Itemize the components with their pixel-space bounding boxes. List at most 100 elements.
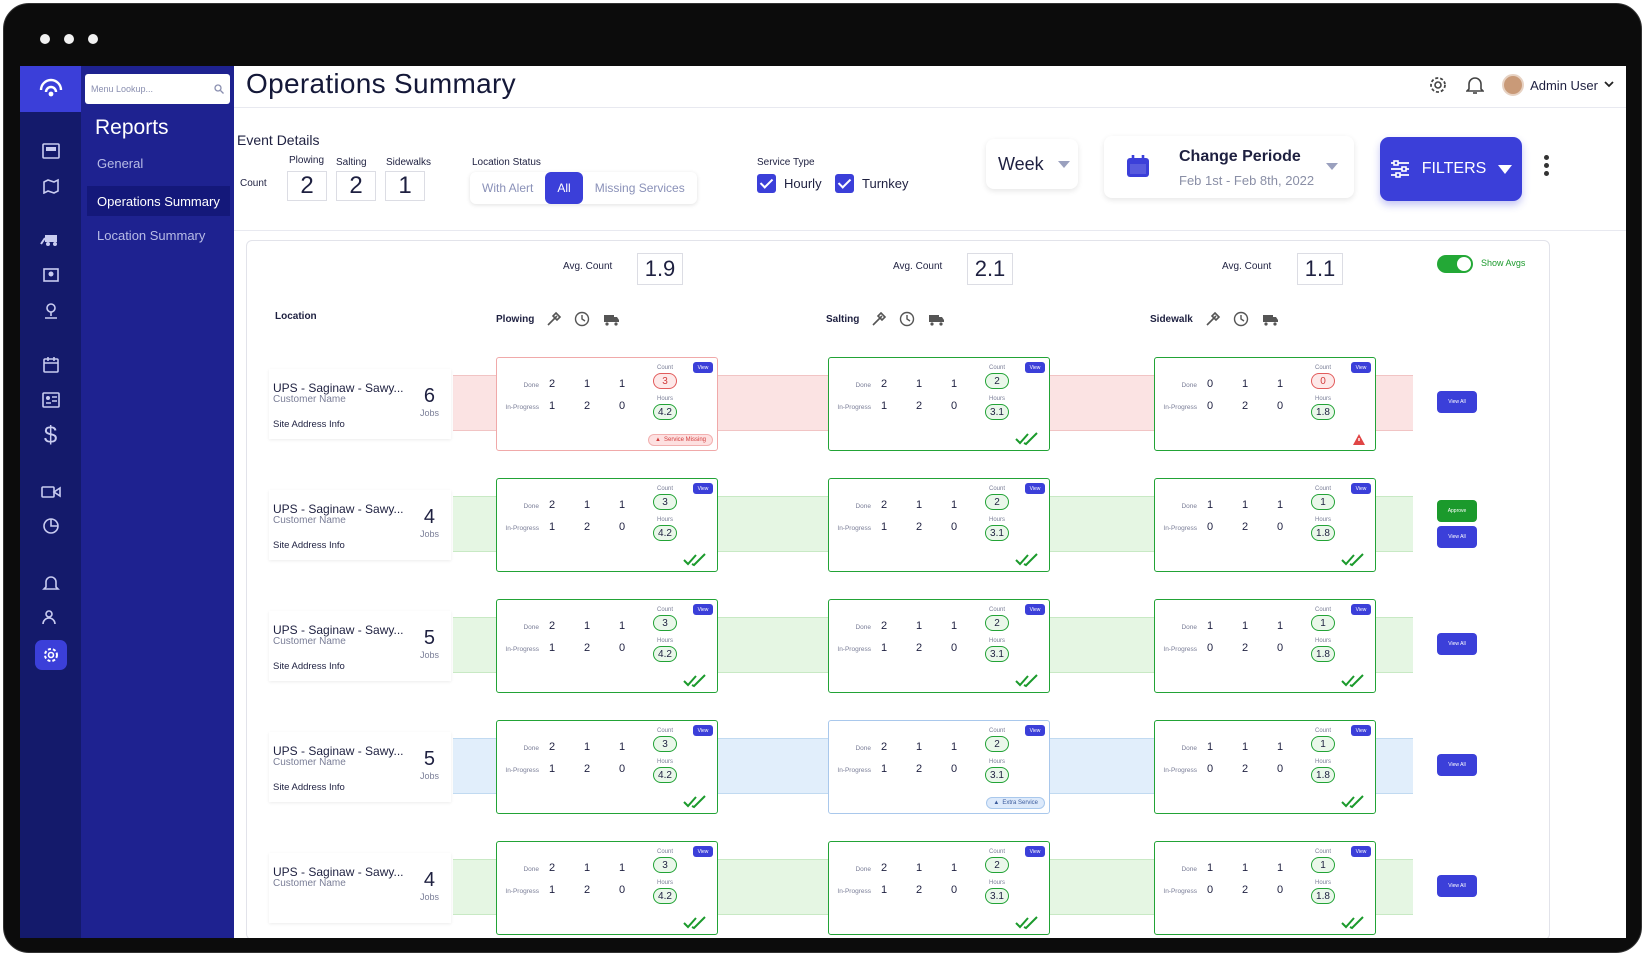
- in-progress-label: In-Progress: [1163, 404, 1197, 411]
- in-progress-value: 1: [549, 763, 556, 775]
- view-button[interactable]: View: [1025, 725, 1045, 736]
- double-check-icon: [1015, 432, 1038, 446]
- service-card[interactable]: View Done In-Progress 2 1 1 1 2 0 Count 3 Ho…: [496, 720, 718, 814]
- show-avgs-toggle[interactable]: [1437, 255, 1473, 273]
- service-card[interactable]: View Done In-Progress 0 1 1 0 2 0 Count 0 Ho…: [1154, 357, 1376, 451]
- turnkey-checkbox[interactable]: Turnkey: [835, 174, 908, 193]
- service-card[interactable]: View Done In-Progress 2 1 1 1 2 0 Count 2 Ho…: [828, 841, 1050, 935]
- customer-name: Customer Name: [273, 636, 346, 647]
- service-card[interactable]: View Done In-Progress 1 1 1 0 2 0 Count 1 Ho…: [1154, 720, 1376, 814]
- location-cell[interactable]: UPS - Saginaw - Sawy... Customer Name Si…: [269, 732, 451, 802]
- approve-button[interactable]: Approve: [1437, 500, 1477, 522]
- in-progress-value: 0: [1207, 400, 1214, 412]
- truck-icon: [604, 315, 620, 326]
- menu-item-location-summary[interactable]: Location Summary: [97, 227, 206, 243]
- view-button[interactable]: View: [1025, 846, 1045, 857]
- view-all-button[interactable]: View All: [1437, 526, 1477, 548]
- count-label: Count: [240, 178, 267, 189]
- bell-icon[interactable]: [20, 568, 81, 598]
- service-card[interactable]: View Done In-Progress 2 1 1 1 2 0 Count 3 Ho…: [496, 599, 718, 693]
- service-card[interactable]: View Done In-Progress 1 1 1 0 2 0 Count 1 Ho…: [1154, 478, 1376, 572]
- view-button[interactable]: View: [1025, 604, 1045, 615]
- change-period-picker[interactable]: Change Periode Feb 1st - Feb 8th, 2022: [1104, 136, 1354, 198]
- video-icon[interactable]: [20, 477, 81, 507]
- in-progress-value: 1: [881, 400, 888, 412]
- gear-icon[interactable]: [1428, 75, 1448, 95]
- service-card[interactable]: View Done In-Progress 2 1 1 1 2 0 Count 3 Ho…: [496, 478, 718, 572]
- view-button[interactable]: View: [1351, 846, 1371, 857]
- view-button[interactable]: View: [1351, 483, 1371, 494]
- view-button[interactable]: View: [1025, 483, 1045, 494]
- user-menu[interactable]: Admin User: [1502, 74, 1614, 96]
- service-card[interactable]: View Done In-Progress 2 1 1 1 2 0 Count 2 Ho…: [828, 478, 1050, 572]
- view-button[interactable]: View: [693, 846, 713, 857]
- view-all-button[interactable]: View All: [1437, 391, 1477, 413]
- notification-bell-icon[interactable]: [1466, 75, 1485, 95]
- week-dropdown[interactable]: Week: [986, 139, 1078, 189]
- map-icon[interactable]: [20, 171, 81, 201]
- in-progress-label: In-Progress: [505, 646, 539, 653]
- view-button[interactable]: View: [1351, 362, 1371, 373]
- plowing-header: Plowing: [496, 311, 620, 327]
- menu-item-general[interactable]: General: [97, 155, 144, 171]
- more-options-icon[interactable]: [1544, 155, 1549, 176]
- in-progress-label: In-Progress: [1163, 767, 1197, 774]
- in-progress-value: 2: [1242, 521, 1249, 533]
- service-card[interactable]: View Done In-Progress 2 1 1 1 2 0 Count 2 Ho…: [828, 357, 1050, 451]
- hourly-checkbox[interactable]: Hourly: [757, 174, 822, 193]
- location-cell[interactable]: UPS - Saginaw - Sawy... Customer Name Si…: [269, 369, 451, 439]
- service-card[interactable]: View Done In-Progress 1 1 1 0 2 0 Count 1 Ho…: [1154, 841, 1376, 935]
- view-button[interactable]: View: [1025, 362, 1045, 373]
- filters-button[interactable]: FILTERS: [1380, 137, 1522, 201]
- view-all-button[interactable]: View All: [1437, 754, 1477, 776]
- service-card[interactable]: View Done In-Progress 1 1 1 0 2 0 Count 1 Ho…: [1154, 599, 1376, 693]
- count-label: Count: [1314, 849, 1331, 855]
- view-button[interactable]: View: [1351, 604, 1371, 615]
- view-button[interactable]: View: [1351, 725, 1371, 736]
- pie-chart-icon[interactable]: [20, 511, 81, 541]
- avg-count-label-sidewalk: Avg. Count: [1222, 261, 1272, 272]
- view-button[interactable]: View: [693, 604, 713, 615]
- location-cell[interactable]: UPS - Saginaw - Sawy... Customer Name Si…: [269, 490, 451, 560]
- plow-truck-icon[interactable]: [20, 224, 81, 254]
- location-header: Location: [275, 311, 317, 322]
- count-label: Count: [988, 728, 1005, 734]
- menu-lookup-input[interactable]: Menu Lookup...: [85, 74, 230, 104]
- view-button[interactable]: View: [693, 725, 713, 736]
- view-all-button[interactable]: View All: [1437, 875, 1477, 897]
- clock-icon: [1233, 311, 1249, 327]
- count-label: Count: [656, 486, 673, 492]
- in-progress-value: 2: [584, 642, 591, 654]
- location-map-icon[interactable]: [20, 260, 81, 290]
- dollar-icon[interactable]: $: [43, 422, 58, 449]
- settings-rail-icon[interactable]: [20, 640, 81, 670]
- users-icon[interactable]: [20, 602, 81, 632]
- contact-card-icon[interactable]: [20, 385, 81, 415]
- location-cell[interactable]: UPS - Saginaw - Sawy... Customer Name Si…: [269, 611, 451, 681]
- status-with-alert[interactable]: With Alert: [482, 181, 534, 195]
- view-button[interactable]: View: [693, 483, 713, 494]
- in-progress-value: 2: [584, 521, 591, 533]
- user-name: Admin User: [1530, 77, 1598, 93]
- double-check-icon: [683, 795, 706, 809]
- view-all-button[interactable]: View All: [1437, 633, 1477, 655]
- service-card[interactable]: View Done In-Progress 2 1 1 1 2 0 Count 2 Ho…: [828, 599, 1050, 693]
- double-check-icon: [1015, 916, 1038, 930]
- plowing-count-label: Plowing: [289, 155, 325, 166]
- app-logo-icon[interactable]: [20, 66, 81, 112]
- menu-item-operations-summary[interactable]: Operations Summary: [87, 186, 230, 216]
- dashboard-icon[interactable]: [20, 136, 81, 166]
- service-card[interactable]: View Done In-Progress 2 1 1 1 2 0 Count 2 Ho…: [828, 720, 1050, 814]
- status-missing-services[interactable]: Missing Services: [594, 181, 685, 195]
- done-value: 1: [1277, 862, 1284, 874]
- service-card[interactable]: View Done In-Progress 2 1 1 1 2 0 Count 3 Ho…: [496, 357, 718, 451]
- status-all[interactable]: All: [545, 172, 583, 204]
- done-value: 2: [549, 620, 556, 632]
- count-label: Count: [1314, 486, 1331, 492]
- service-card[interactable]: View Done In-Progress 2 1 1 1 2 0 Count 3 Ho…: [496, 841, 718, 935]
- pin-icon[interactable]: [20, 296, 81, 326]
- view-button[interactable]: View: [693, 362, 713, 373]
- calendar-icon[interactable]: [20, 350, 81, 380]
- hours-pill: 3.1: [985, 525, 1009, 541]
